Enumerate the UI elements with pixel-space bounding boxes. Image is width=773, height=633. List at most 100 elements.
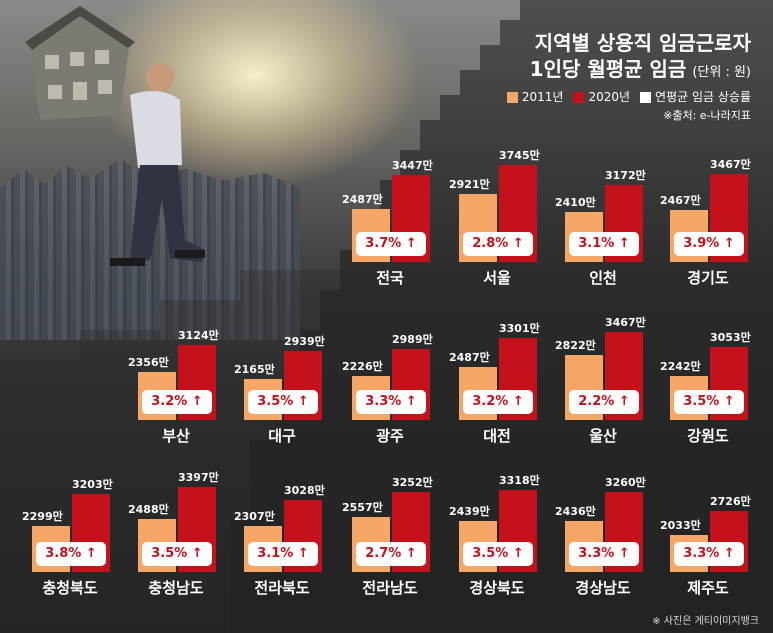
region-label: 울산 xyxy=(589,427,617,445)
value-label-2020: 3028만 xyxy=(284,484,325,498)
growth-rate-badge: 3.5% ↑ xyxy=(463,542,533,566)
growth-rate-badge: 3.5% ↑ xyxy=(142,542,212,566)
region-label: 전국 xyxy=(376,269,404,287)
legend-item-rate: 연평균 임금 상승률 xyxy=(640,88,751,105)
region-group-3: 2467만 3467만 3.9% ↑ 경기도 xyxy=(658,158,758,290)
legend-item-2020: 2020년 xyxy=(573,88,630,105)
region-label: 대전 xyxy=(483,427,511,445)
region-group-1: 2921만 3745만 2.8% ↑ 서울 xyxy=(447,149,547,290)
region-group-11: 2488만 3397만 3.5% ↑ 충청남도 xyxy=(126,471,226,600)
region-group-10: 2299만 3203만 3.8% ↑ 충청북도 xyxy=(20,478,120,600)
growth-rate-badge: 2.2% ↑ xyxy=(569,390,639,414)
growth-rate-badge: 3.3% ↑ xyxy=(356,390,426,414)
value-label-2020: 3467만 xyxy=(605,316,646,330)
growth-rate-badge: 3.3% ↑ xyxy=(569,542,639,566)
growth-rate-badge: 2.7% ↑ xyxy=(356,542,426,566)
region-group-16: 2033만 2726만 3.3% ↑ 제주도 xyxy=(658,480,758,600)
value-label-2020: 3301만 xyxy=(499,322,540,336)
legend-swatch-rate xyxy=(640,92,652,103)
house-icon xyxy=(25,6,135,120)
region-label: 강원도 xyxy=(687,427,729,445)
legend-label-2020: 2020년 xyxy=(588,90,631,104)
title-line-1: 지역별 상용직 임금근로자 xyxy=(534,31,751,55)
value-label-2020: 3397만 xyxy=(178,470,219,484)
value-label-2020: 3745만 xyxy=(499,148,540,162)
region-group-9: 2242만 3053만 3.5% ↑ 강원도 xyxy=(658,328,758,448)
growth-rate-badge: 3.5% ↑ xyxy=(248,390,318,414)
growth-rate-badge: 2.8% ↑ xyxy=(463,232,533,256)
legend-swatch-2011 xyxy=(506,92,518,103)
region-label: 충청남도 xyxy=(148,579,204,597)
region-label: 경상북도 xyxy=(469,579,525,597)
growth-rate-badge: 3.2% ↑ xyxy=(142,390,212,414)
man-figure xyxy=(110,64,205,266)
unit-label: (단위 : 원) xyxy=(692,65,751,80)
value-label-2011: 2822만 xyxy=(555,339,596,353)
value-label-2020: 2989만 xyxy=(392,333,433,347)
growth-rate-badge: 3.8% ↑ xyxy=(36,542,106,566)
region-group-5: 2165만 2939만 3.5% ↑ 대구 xyxy=(232,328,332,448)
value-label-2020: 3318만 xyxy=(499,473,540,487)
region-group-7: 2487만 3301만 3.2% ↑ 대전 xyxy=(447,322,547,448)
value-label-2011: 2487만 xyxy=(342,193,383,207)
man-carrying-house-illustration xyxy=(25,6,205,266)
region-group-13: 2557만 3252만 2.7% ↑ 전라남도 xyxy=(340,476,440,600)
region-label: 인천 xyxy=(589,269,617,287)
region-label: 경상남도 xyxy=(575,579,631,597)
value-label-2011: 2226만 xyxy=(342,360,383,374)
photo-credit: ※ 사진은 게티이미지뱅크 xyxy=(652,616,759,627)
legend-item-2011: 2011년 xyxy=(506,88,564,105)
region-label: 부산 xyxy=(162,427,190,445)
region-group-6: 2226만 2989만 3.3% ↑ 광주 xyxy=(340,328,440,448)
value-label-2020: 3172만 xyxy=(605,168,646,182)
value-label-2011: 2410만 xyxy=(555,195,596,209)
value-label-2020: 3467만 xyxy=(710,158,751,172)
value-label-2011: 2488만 xyxy=(128,503,169,517)
value-label-2011: 2557만 xyxy=(342,500,383,514)
value-label-2011: 2921만 xyxy=(449,177,490,191)
legend-swatch-2020 xyxy=(573,92,585,103)
region-label: 제주도 xyxy=(687,579,729,597)
source-note: ※출처: e-나라지표 xyxy=(663,109,751,122)
value-label-2020: 3447만 xyxy=(392,159,433,173)
region-label: 충청북도 xyxy=(42,579,98,597)
growth-rate-badge: 3.5% ↑ xyxy=(674,390,744,414)
legend-label-2011: 2011년 xyxy=(521,90,564,104)
value-label-2020: 3260만 xyxy=(605,475,646,489)
region-group-4: 2356만 3124만 3.2% ↑ 부산 xyxy=(126,328,226,448)
growth-rate-badge: 3.7% ↑ xyxy=(356,232,426,256)
growth-rate-badge: 3.1% ↑ xyxy=(248,542,318,566)
growth-rate-badge: 3.1% ↑ xyxy=(569,232,639,256)
legend: 2011년 2020년 연평균 임금 상승률 xyxy=(506,88,751,105)
region-group-15: 2436만 3260만 3.3% ↑ 경상남도 xyxy=(553,476,653,600)
value-label-2011: 2299만 xyxy=(22,509,63,523)
growth-rate-badge: 3.3% ↑ xyxy=(674,542,744,566)
region-group-12: 2307만 3028만 3.1% ↑ 전라북도 xyxy=(232,480,332,600)
value-label-2020: 2939만 xyxy=(284,335,325,349)
value-label-2011: 2487만 xyxy=(449,351,490,365)
value-label-2020: 3252만 xyxy=(392,476,433,490)
region-label: 전라남도 xyxy=(362,579,418,597)
value-label-2020: 3124만 xyxy=(178,328,219,342)
value-label-2011: 2436만 xyxy=(555,505,596,519)
value-label-2011: 2439만 xyxy=(449,504,490,518)
chart-title: 지역별 상용직 임금근로자 1인당 월평균 임금 (단위 : 원) xyxy=(530,30,751,86)
growth-rate-badge: 3.9% ↑ xyxy=(674,232,744,256)
value-label-2020: 2726만 xyxy=(710,494,751,508)
value-label-2020: 3203만 xyxy=(72,477,113,491)
value-label-2011: 2307만 xyxy=(234,509,275,523)
region-label: 서울 xyxy=(483,269,511,287)
growth-rate-badge: 3.2% ↑ xyxy=(463,390,533,414)
region-group-2: 2410만 3172만 3.1% ↑ 인천 xyxy=(553,168,653,290)
region-label: 대구 xyxy=(268,427,296,445)
value-label-2020: 3053만 xyxy=(710,331,751,345)
value-label-2011: 2356만 xyxy=(128,355,169,369)
title-line-2: 1인당 월평균 임금 xyxy=(529,57,687,81)
region-label: 광주 xyxy=(376,427,404,445)
region-label: 전라북도 xyxy=(254,579,310,597)
region-group-0: 2487만 3447만 3.7% ↑ 전국 xyxy=(340,159,440,290)
region-label: 경기도 xyxy=(687,269,729,287)
value-label-2011: 2033만 xyxy=(660,519,701,533)
value-label-2011: 2242만 xyxy=(660,359,701,373)
